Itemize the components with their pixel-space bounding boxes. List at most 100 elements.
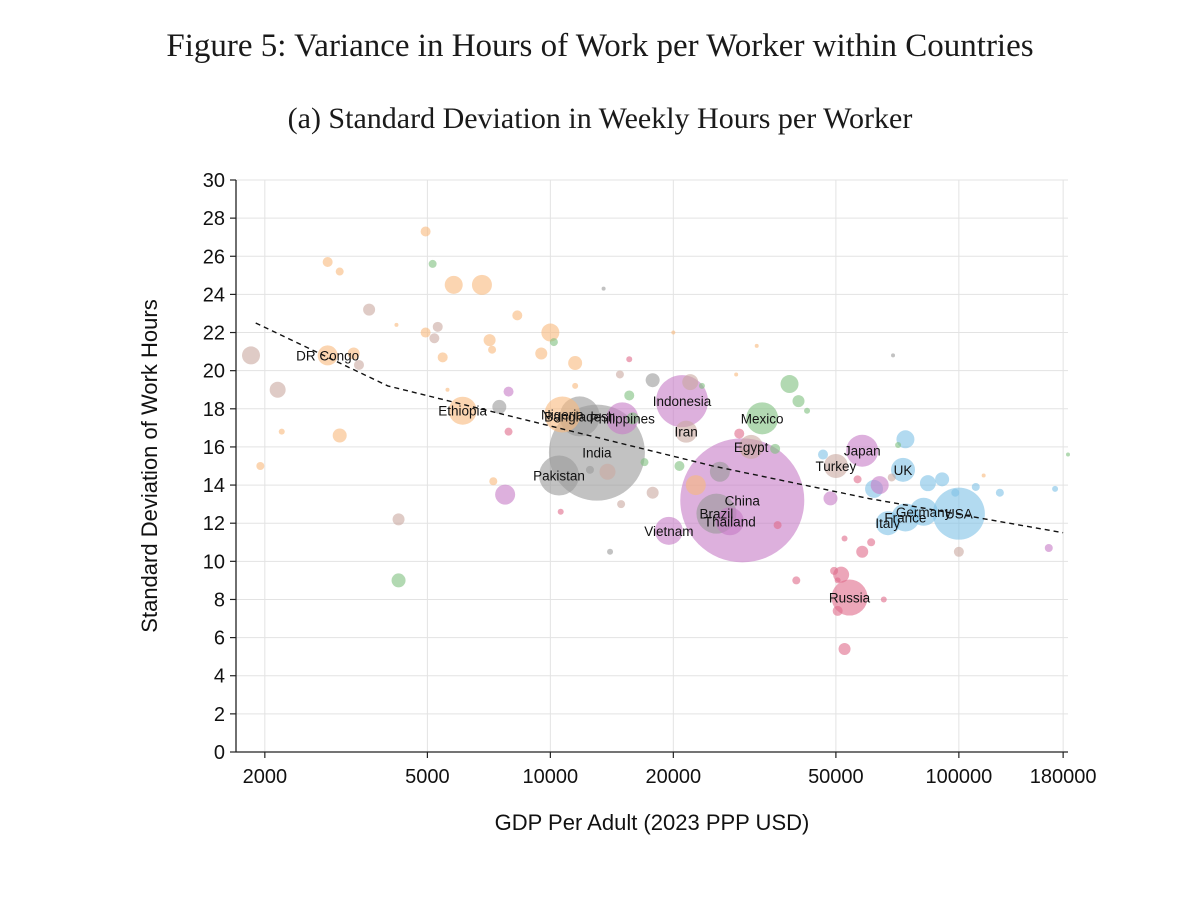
data-point xyxy=(715,507,744,536)
data-point xyxy=(674,461,685,471)
country-label: Iran xyxy=(675,425,698,440)
country-label: Ethiopia xyxy=(438,404,487,419)
country-label: Germany xyxy=(896,505,952,520)
data-point xyxy=(626,356,633,363)
data-point xyxy=(773,521,782,530)
data-point xyxy=(495,484,516,505)
country-label: Thailand xyxy=(704,514,756,529)
data-point xyxy=(601,286,606,291)
country-label: Vietnam xyxy=(644,524,693,539)
data-point xyxy=(347,347,360,360)
country-label: Indonesia xyxy=(653,394,712,409)
data-point xyxy=(488,345,497,354)
country-label: Italy xyxy=(875,516,900,531)
data-point xyxy=(626,412,639,425)
data-point xyxy=(870,476,889,495)
figure-title: Figure 5: Variance in Hours of Work per … xyxy=(166,28,1034,64)
y-tick-label: 26 xyxy=(203,246,225,268)
data-point xyxy=(624,390,635,401)
country-label: Bangladesh xyxy=(544,409,615,424)
y-tick-label: 6 xyxy=(214,628,225,650)
data-point xyxy=(838,643,851,656)
y-tick-label: 18 xyxy=(203,399,225,421)
data-point xyxy=(981,473,986,478)
gridlines xyxy=(236,179,1068,753)
data-point xyxy=(818,449,829,460)
data-point xyxy=(698,382,705,389)
y-tick-label: 22 xyxy=(203,323,225,345)
data-point xyxy=(841,535,848,542)
data-point xyxy=(483,334,496,347)
data-point xyxy=(392,513,405,526)
country-label: India xyxy=(582,446,612,461)
data-point xyxy=(823,491,838,506)
country-label: DR Congo xyxy=(296,348,359,363)
data-point xyxy=(448,396,477,425)
data-point xyxy=(278,428,285,435)
data-point xyxy=(734,372,739,377)
data-point xyxy=(741,448,750,457)
country-label: Nigeria xyxy=(541,408,584,423)
y-tick-label: 12 xyxy=(203,513,225,535)
data-point xyxy=(995,488,1004,497)
data-point xyxy=(335,267,344,276)
country-label: USA xyxy=(945,507,973,522)
data-point xyxy=(709,461,730,482)
country-label: China xyxy=(725,493,761,508)
x-tick-label: 100000 xyxy=(925,766,992,788)
data-point xyxy=(896,430,915,449)
x-tick-label: 50000 xyxy=(808,766,864,788)
data-point xyxy=(853,475,862,484)
country-label: Pakistan xyxy=(533,469,585,484)
data-point xyxy=(492,399,507,414)
data-point xyxy=(617,500,626,509)
y-tick-label: 10 xyxy=(203,551,225,573)
data-point xyxy=(541,323,560,342)
data-point xyxy=(640,458,649,467)
y-tick-label: 24 xyxy=(203,284,225,306)
data-point xyxy=(792,576,801,585)
data-point xyxy=(792,395,805,408)
data-point xyxy=(429,333,440,344)
figure-subtitle: (a) Standard Deviation in Weekly Hours p… xyxy=(287,102,913,135)
trendline-group xyxy=(255,322,1064,534)
data-point xyxy=(867,538,876,547)
data-point xyxy=(512,310,523,321)
data-point xyxy=(568,356,583,371)
data-point xyxy=(269,381,286,398)
data-point xyxy=(615,370,624,379)
country-label: Philippines xyxy=(590,411,656,426)
y-tick-label: 20 xyxy=(203,361,225,383)
data-point xyxy=(607,548,614,555)
y-tick-label: 16 xyxy=(203,437,225,459)
data-point xyxy=(391,573,406,588)
country-label: France xyxy=(884,510,926,525)
data-point xyxy=(394,322,399,327)
data-point xyxy=(780,375,799,394)
data-point xyxy=(646,486,659,499)
country-label: Russia xyxy=(829,591,871,606)
data-point xyxy=(471,274,492,295)
data-point xyxy=(823,454,848,478)
data-point xyxy=(671,330,676,335)
data-point xyxy=(606,402,639,435)
data-point xyxy=(654,516,683,545)
country-label: UK xyxy=(894,463,913,478)
data-point xyxy=(830,566,839,575)
data-point xyxy=(489,477,498,486)
data-point xyxy=(437,352,448,363)
data-point xyxy=(1066,452,1070,457)
data-point xyxy=(1044,543,1053,552)
data-point xyxy=(549,338,558,347)
data-point xyxy=(428,259,437,268)
data-point xyxy=(846,434,879,467)
data-point xyxy=(444,275,463,294)
data-point xyxy=(445,387,450,392)
data-point xyxy=(856,545,869,558)
y-tick-label: 8 xyxy=(214,589,225,611)
data-point xyxy=(572,382,579,389)
data-point xyxy=(242,346,261,365)
country-label: Mexico xyxy=(741,411,784,426)
x-axis-label: GDP Per Adult (2023 PPP USD) xyxy=(495,810,810,835)
data-point xyxy=(880,596,887,603)
